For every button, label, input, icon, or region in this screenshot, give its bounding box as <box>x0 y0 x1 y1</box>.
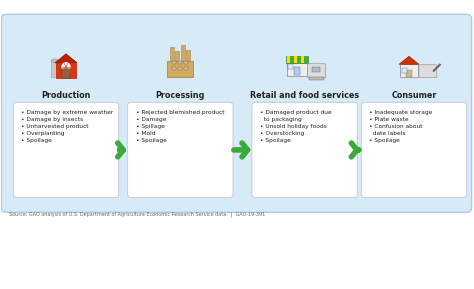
FancyBboxPatch shape <box>181 45 185 61</box>
Text: • Rejected blemished product
• Damage
• Spillage
• Mold
• Spoilage: • Rejected blemished product • Damage • … <box>136 110 224 143</box>
FancyBboxPatch shape <box>287 63 307 76</box>
FancyBboxPatch shape <box>173 61 176 64</box>
Text: • Damage by extreme weather
• Damage by insects
• Unharvested product
• Overplan: • Damage by extreme weather • Damage by … <box>21 110 113 143</box>
FancyBboxPatch shape <box>400 64 418 77</box>
FancyBboxPatch shape <box>62 69 70 79</box>
FancyBboxPatch shape <box>361 102 466 197</box>
Bar <box>287 56 290 63</box>
Bar <box>286 56 308 63</box>
Text: Processing: Processing <box>155 91 205 101</box>
FancyBboxPatch shape <box>173 67 176 70</box>
FancyBboxPatch shape <box>419 65 437 78</box>
FancyBboxPatch shape <box>128 102 233 197</box>
FancyBboxPatch shape <box>406 70 412 77</box>
FancyBboxPatch shape <box>13 102 118 197</box>
FancyBboxPatch shape <box>184 61 188 64</box>
Polygon shape <box>55 54 77 63</box>
FancyBboxPatch shape <box>186 50 190 61</box>
FancyBboxPatch shape <box>309 77 325 80</box>
Text: Retail and food services: Retail and food services <box>250 91 359 101</box>
FancyBboxPatch shape <box>175 51 179 61</box>
FancyBboxPatch shape <box>252 102 357 197</box>
Text: Production: Production <box>41 91 91 101</box>
FancyBboxPatch shape <box>167 61 193 77</box>
FancyBboxPatch shape <box>178 61 182 64</box>
FancyBboxPatch shape <box>288 64 292 69</box>
FancyBboxPatch shape <box>51 61 58 77</box>
FancyBboxPatch shape <box>294 67 300 75</box>
Bar <box>294 56 297 63</box>
Text: • Damaged product due
  to packaging
• Unsold holiday foods
• Overstocking
• Spo: • Damaged product due to packaging • Uns… <box>260 110 332 143</box>
Text: Consumer: Consumer <box>391 91 437 101</box>
Ellipse shape <box>51 59 58 63</box>
Text: • Inadequate storage
• Plate waste
• Confusion about
  date labels
• Spoilage: • Inadequate storage • Plate waste • Con… <box>369 110 433 143</box>
Circle shape <box>62 63 70 71</box>
FancyBboxPatch shape <box>170 47 174 61</box>
FancyBboxPatch shape <box>1 14 472 212</box>
FancyBboxPatch shape <box>56 63 76 78</box>
FancyBboxPatch shape <box>184 67 188 70</box>
FancyBboxPatch shape <box>311 67 319 72</box>
FancyBboxPatch shape <box>178 67 182 70</box>
Bar <box>301 56 304 63</box>
Polygon shape <box>399 56 419 64</box>
FancyBboxPatch shape <box>308 64 326 78</box>
Text: Source: GAO analysis of U.S. Department of Agriculture Economic Research Service: Source: GAO analysis of U.S. Department … <box>9 211 265 217</box>
FancyBboxPatch shape <box>402 68 407 73</box>
